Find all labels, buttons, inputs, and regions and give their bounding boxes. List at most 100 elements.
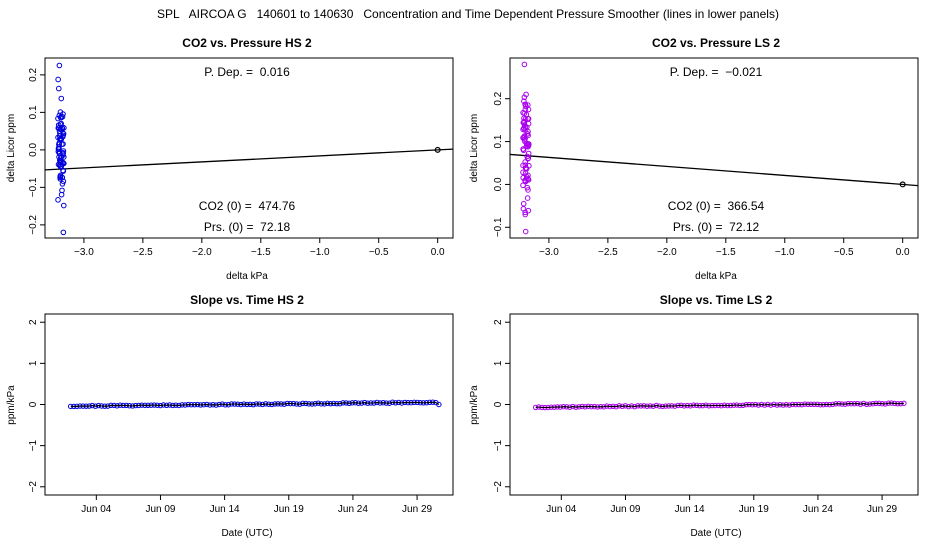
data-point [436, 401, 442, 408]
panel-title: Slope vs. Time LS 2 [660, 293, 773, 307]
x-tick-label: −1.0 [310, 247, 330, 258]
prs-zero-annotation: Prs. (0) = 72.12 [673, 220, 760, 234]
panel-title: CO2 vs. Pressure HS 2 [182, 36, 312, 50]
data-point [521, 94, 528, 101]
data-point [522, 135, 528, 142]
data-point [55, 148, 62, 155]
data-point [57, 133, 63, 139]
data-point [525, 106, 532, 113]
co2-zero-annotation: CO2 (0) = 366.54 [668, 199, 765, 213]
data-point [521, 134, 527, 141]
data-point [61, 154, 67, 160]
x-tick-label: Jun 14 [675, 504, 705, 515]
p-dep-annotation: P. Dep. = −0.021 [670, 65, 763, 79]
x-tick-label: 0.0 [431, 247, 445, 258]
p-dep-annotation: P. Dep. = 0.016 [204, 65, 290, 79]
data-point [55, 76, 61, 83]
axis-ticks: −3.0 −2.5 −2.0 −1.5 −1.0 −0.5 0.0 −0.2 −0.1 0.0 0.… [28, 67, 445, 258]
y-tick-label: −1 [28, 439, 39, 451]
fit-line [509, 153, 919, 187]
co2-zero-annotation: CO2 (0) = 474.76 [199, 199, 296, 213]
fit-line [44, 148, 454, 171]
axis-ticks: Jun 04 Jun 09 Jun 14 Jun 19 Jun 24 Jun 29 −2 −1… [28, 319, 433, 515]
x-tick-label: Jun 19 [739, 504, 769, 515]
x-tick-label: Jun 19 [274, 504, 304, 515]
panel-co2-vs-pressure-ls: CO2 vs. Pressure LS 2 −3.0 −2.5 −2.0 −1.5 −1… [469, 36, 919, 282]
y-tick-label: 0.2 [493, 91, 504, 105]
data-point [523, 91, 529, 98]
y-axis-label: delta Licor ppm [6, 114, 17, 182]
y-tick-label: 2 [493, 319, 504, 325]
data-point [57, 172, 64, 179]
plot-marks [44, 62, 454, 236]
data-point [521, 61, 528, 68]
data-point [60, 132, 66, 139]
axis-ticks: Jun 04 Jun 09 Jun 14 Jun 19 Jun 24 Jun 29 −2 −1… [493, 319, 898, 515]
y-tick-label: 0 [28, 401, 39, 407]
x-tick-label: −1.0 [775, 247, 795, 258]
data-point [526, 162, 532, 169]
data-point [60, 167, 66, 174]
data-point [55, 85, 62, 92]
data-point [520, 162, 526, 169]
x-tick-label: −0.5 [369, 247, 389, 258]
figure-title: SPL AIRCOA G 140601 to 140630 Concentrat… [157, 7, 779, 21]
x-tick-label: −1.5 [251, 247, 271, 258]
data-point [522, 170, 529, 176]
plot-frame [44, 57, 454, 239]
data-point [56, 62, 63, 69]
data-point [520, 109, 526, 116]
reference-point [899, 181, 906, 188]
y-tick-label: −0.1 [28, 177, 39, 197]
x-tick-label: Jun 14 [210, 504, 240, 515]
data-point [523, 173, 530, 180]
plot-marks [532, 400, 907, 411]
x-axis-label: delta kPa [226, 271, 268, 282]
panel-slope-vs-time-ls: Slope vs. Time LS 2 Jun 04 Jun 09 Jun 14 Ju… [469, 293, 919, 539]
y-axis-label: ppm/kPa [469, 385, 480, 425]
data-point [57, 163, 64, 170]
data-point [60, 202, 67, 209]
x-tick-label: Jun 09 [610, 504, 640, 515]
data-point [55, 115, 61, 122]
x-axis-label: Date (UTC) [690, 528, 741, 539]
x-axis-label: delta kPa [695, 271, 737, 282]
x-tick-label: Jun 29 [867, 504, 897, 515]
data-point [59, 141, 65, 148]
data-point [520, 169, 526, 176]
x-tick-label: −2.5 [133, 247, 153, 258]
y-tick-label: 2 [28, 319, 39, 325]
plot-frame [509, 57, 919, 239]
data-point [524, 153, 530, 160]
plot-marks [67, 399, 442, 410]
x-tick-label: Jun 09 [145, 504, 175, 515]
y-tick-label: 0.2 [28, 67, 39, 81]
data-point [520, 200, 527, 207]
x-tick-label: Jun 24 [803, 504, 833, 515]
data-point [57, 154, 64, 161]
data-point [60, 150, 66, 157]
y-tick-label: −0.1 [493, 217, 504, 237]
axis-ticks: −3.0 −2.5 −2.0 −1.5 −1.0 −0.5 0.0 −0.1 0.0 0.1 0.2 [493, 91, 910, 258]
data-point [56, 146, 62, 152]
panel-co2-vs-pressure-hs: CO2 vs. Pressure HS 2 −3.0 −2.5 −2.0 −1.5 −1… [6, 36, 454, 282]
data-point [522, 124, 529, 131]
data-point [524, 131, 531, 137]
data-point [522, 228, 529, 235]
panel-title: Slope vs. Time HS 2 [190, 293, 304, 307]
data-point [524, 195, 531, 201]
data-point [521, 115, 527, 122]
data-point [522, 102, 529, 108]
data-point [55, 197, 61, 203]
x-tick-label: −0.5 [834, 247, 854, 258]
data-point [522, 209, 528, 216]
y-tick-label: 1 [493, 360, 504, 366]
x-axis-label: Date (UTC) [221, 528, 272, 539]
data-point [58, 95, 65, 102]
y-tick-label: 1 [28, 360, 39, 366]
y-tick-label: −2 [493, 481, 504, 493]
smoother-line [70, 401, 440, 407]
x-tick-label: −2.5 [598, 247, 618, 258]
data-point [57, 114, 64, 121]
panel-title: CO2 vs. Pressure LS 2 [652, 36, 780, 50]
